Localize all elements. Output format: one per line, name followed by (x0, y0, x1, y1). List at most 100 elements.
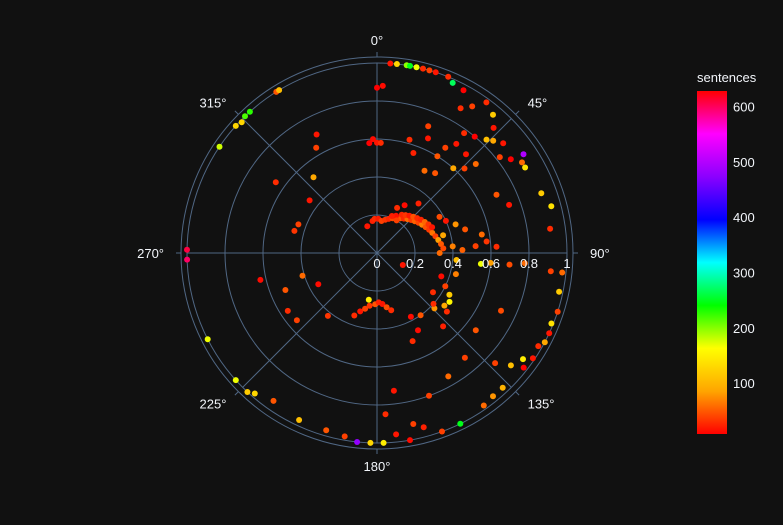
data-point (440, 323, 447, 330)
data-point (507, 362, 514, 369)
data-point (449, 79, 456, 86)
angular-tick (234, 110, 239, 115)
data-point (232, 122, 239, 129)
data-point (246, 108, 253, 115)
data-point (432, 170, 439, 177)
data-point (251, 390, 258, 397)
data-point (296, 417, 303, 423)
data-point (441, 302, 448, 309)
data-point (541, 339, 548, 346)
angular-tick (234, 391, 239, 396)
data-point (426, 392, 432, 399)
data-point (420, 424, 427, 431)
data-point (324, 312, 331, 319)
data-point (216, 143, 223, 150)
data-point (306, 197, 313, 204)
data-point (461, 354, 468, 361)
data-point (430, 300, 437, 307)
data-point (341, 433, 348, 440)
data-point (387, 60, 394, 67)
data-point (554, 308, 561, 315)
data-point (415, 200, 422, 207)
polar-grid (176, 52, 578, 454)
data-point (469, 103, 476, 110)
data-point (461, 165, 468, 172)
data-point (493, 191, 500, 198)
data-point (463, 151, 469, 158)
data-point (535, 343, 542, 350)
radial-tick-label: 0.2 (406, 256, 424, 271)
data-point (257, 276, 264, 283)
angular-tick-label: 135° (528, 397, 555, 412)
data-point (457, 105, 464, 112)
data-point (430, 289, 436, 296)
radial-tick-label: 1 (563, 256, 570, 271)
angular-gridline (376, 252, 512, 388)
data-point (354, 439, 361, 445)
data-point (420, 65, 426, 72)
data-point (383, 304, 390, 311)
data-point (438, 273, 445, 280)
data-point (483, 238, 490, 245)
data-point (407, 437, 413, 444)
data-point (490, 137, 497, 144)
data-point (443, 308, 450, 315)
data-point (480, 402, 487, 409)
data-point (367, 439, 374, 446)
data-point (538, 190, 545, 197)
data-point (313, 144, 320, 151)
data-point (521, 260, 528, 267)
data-point (472, 243, 479, 250)
data-point (492, 360, 499, 367)
data-point (388, 307, 395, 314)
data-point (478, 231, 485, 238)
data-point (547, 225, 554, 232)
data-point (293, 317, 300, 324)
data-point (184, 246, 190, 253)
data-point (459, 247, 466, 253)
data-point (379, 301, 386, 307)
data-point (442, 144, 449, 151)
data-point (310, 174, 317, 181)
data-point (184, 256, 191, 263)
data-point (519, 159, 525, 166)
data-point (446, 291, 453, 298)
data-point (439, 428, 445, 435)
data-point (393, 217, 400, 224)
angular-tick-label: 225° (200, 397, 227, 412)
data-point (529, 355, 536, 362)
data-point (442, 217, 449, 224)
data-point (440, 245, 447, 252)
data-point (410, 150, 417, 156)
data-point (496, 154, 503, 161)
data-point (436, 213, 443, 220)
colorbar-tick-label: 400 (733, 210, 755, 225)
data-point (276, 87, 283, 94)
data-point (556, 288, 563, 295)
data-point (460, 87, 467, 94)
data-point (393, 431, 400, 438)
data-point (377, 139, 384, 146)
data-point (452, 221, 459, 228)
data-point (282, 287, 289, 293)
data-point (507, 156, 514, 163)
radial-tick-label: 0.4 (444, 256, 462, 271)
data-point (365, 296, 372, 303)
data-point (409, 338, 416, 345)
data-point (382, 411, 389, 418)
data-point (493, 243, 500, 250)
data-point (472, 327, 479, 334)
data-point (415, 327, 421, 334)
data-point (453, 257, 460, 263)
data-point (520, 356, 526, 363)
angular-tick-label: 315° (200, 95, 227, 110)
data-point (388, 213, 395, 219)
data-point (457, 420, 464, 427)
data-point (284, 307, 291, 314)
angular-gridline (242, 252, 378, 388)
data-point (461, 130, 468, 137)
data-point (379, 82, 386, 89)
data-point (500, 140, 507, 147)
data-point (449, 243, 456, 250)
data-point (499, 384, 506, 391)
